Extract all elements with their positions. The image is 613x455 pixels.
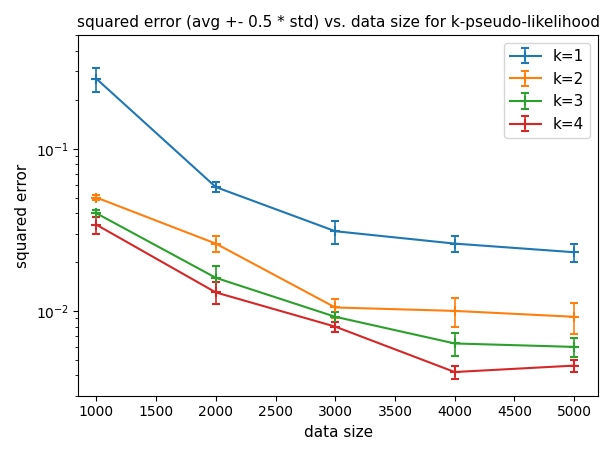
X-axis label: data size: data size <box>303 425 373 440</box>
Legend: k=1, k=2, k=3, k=4: k=1, k=2, k=3, k=4 <box>504 43 590 138</box>
Title: squared error (avg +- 0.5 * std) vs. data size for k-pseudo-likelihood: squared error (avg +- 0.5 * std) vs. dat… <box>77 15 600 30</box>
Y-axis label: squared error: squared error <box>15 163 30 268</box>
